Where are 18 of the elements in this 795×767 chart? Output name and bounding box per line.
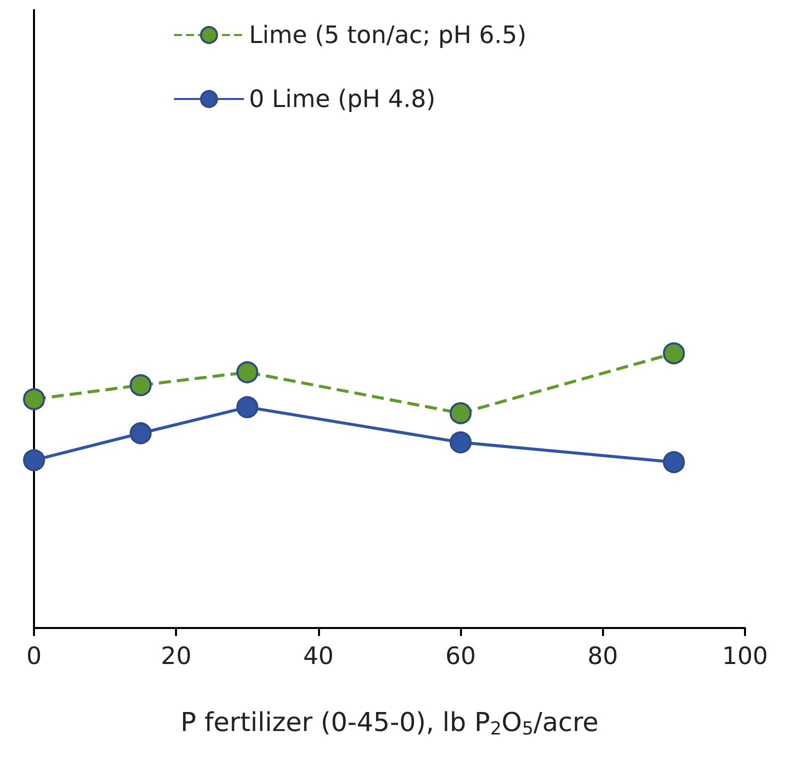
legend-label: Lime (5 ton/ac; pH 6.5): [249, 21, 527, 49]
point: [662, 342, 685, 364]
x-tick-label: 80: [588, 642, 618, 670]
x-tick-label: 100: [722, 642, 768, 670]
x-tick-label: 0: [26, 642, 42, 670]
x-tick-label: 20: [160, 642, 192, 670]
legend-label: 0 Lime (pH 4.8): [249, 85, 436, 113]
point: [23, 388, 45, 410]
point: [662, 451, 685, 474]
point: [236, 396, 258, 418]
x-tick-label: 40: [303, 642, 334, 670]
point: [23, 449, 45, 472]
point: [130, 422, 152, 444]
point: [130, 374, 152, 396]
point: [236, 361, 258, 384]
x-tick-label: 60: [445, 642, 476, 670]
point: [450, 431, 472, 454]
point: [450, 402, 472, 424]
